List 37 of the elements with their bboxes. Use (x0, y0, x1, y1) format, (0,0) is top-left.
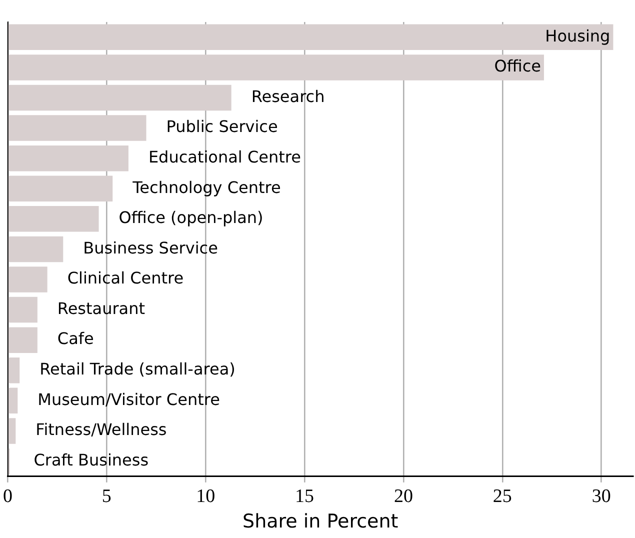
y-tick-label: Office (open-plan) (118, 208, 264, 228)
x-tick-label: 10 (196, 486, 216, 507)
bar (8, 24, 614, 50)
y-tick-label: Cafe (57, 329, 94, 348)
y-tick-label: Retail Trade (small-area) (40, 360, 236, 379)
bar (8, 327, 38, 353)
x-tick-label: 0 (3, 486, 12, 507)
x-tick-label: 30 (592, 486, 611, 507)
bar (8, 54, 544, 80)
bar (8, 145, 128, 172)
x-tick-label: 20 (394, 486, 413, 507)
bar (8, 418, 16, 444)
bar (8, 388, 18, 414)
y-tick-label: Research (251, 86, 325, 106)
bar (8, 296, 38, 323)
x-tick-label: 15 (295, 486, 314, 507)
y-tick-label: Fitness/Wellness (36, 420, 167, 440)
bar (8, 358, 20, 384)
x-tick-label: 5 (102, 486, 112, 507)
x-tick-label: 25 (492, 486, 512, 507)
y-tick-label: Educational Centre (148, 147, 301, 166)
y-tick-label: Clinical Centre (67, 268, 184, 288)
y-tick-label: Office (494, 56, 541, 76)
y-tick-label: Craft Business (34, 450, 149, 470)
bar (8, 206, 99, 232)
bar (8, 84, 232, 111)
bar (8, 236, 64, 262)
bar (8, 115, 146, 141)
y-tick-label: Housing (545, 26, 610, 46)
y-tick-label: Public Service (166, 117, 278, 136)
bar (8, 266, 48, 292)
x-axis-title: Share in Percent (242, 510, 398, 533)
y-tick-label: Museum/Visitor Centre (38, 390, 220, 409)
y-tick-label: Business Service (83, 238, 218, 258)
bar (8, 176, 113, 202)
y-tick-label: Technology Centre (132, 178, 281, 197)
y-tick-label: Restaurant (57, 298, 146, 318)
